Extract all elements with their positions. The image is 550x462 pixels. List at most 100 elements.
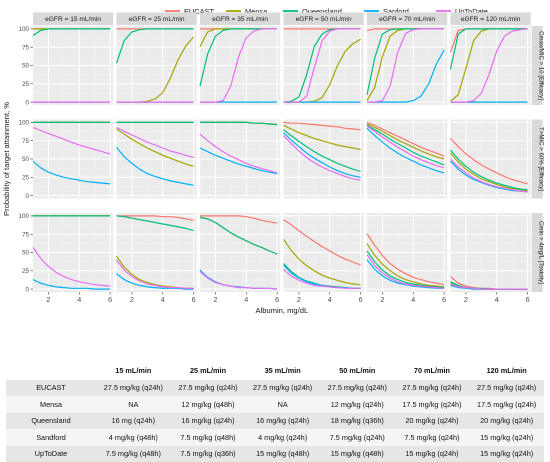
facet-label-column: eGFR = 70 mL/min bbox=[379, 16, 435, 23]
table-cell: 4 mg/kg (q48h) bbox=[96, 429, 171, 446]
table-cell: 27.5 mg/kg (q24h) bbox=[96, 379, 171, 396]
x-tick-label: 2 bbox=[130, 295, 134, 304]
table-cell: 7.5 mg/kg (q36h) bbox=[171, 446, 246, 462]
x-tick-label: 4 bbox=[244, 295, 248, 304]
facet-panel bbox=[117, 213, 197, 292]
table-header-cell: 70 mL/min bbox=[395, 362, 470, 379]
x-tick-label: 2 bbox=[380, 295, 384, 304]
facet-label-column: eGFR = 35 mL/min bbox=[212, 16, 268, 23]
facet-label-column: eGFR = 120 mL/min bbox=[461, 16, 521, 23]
x-tick-label: 2 bbox=[46, 295, 50, 304]
facet-panel bbox=[284, 120, 364, 199]
y-tick-label: 25 bbox=[22, 174, 29, 181]
table-cell: 18 mg/kg (q36h) bbox=[320, 413, 395, 430]
y-tick-label: 75 bbox=[22, 44, 29, 51]
x-tick-label: 4 bbox=[328, 295, 332, 304]
table-cell: 20 mg/kg (q24h) bbox=[469, 413, 544, 430]
table-cell: 7.5 mg/kg (q24h) bbox=[395, 429, 470, 446]
facet-label-column: eGFR = 15 mL/min bbox=[45, 16, 101, 23]
y-tick-label: 25 bbox=[22, 81, 29, 88]
table-cell: 16 mg/kg (q24h) bbox=[171, 413, 246, 430]
facet-label-row: Cmax/MIC > 10 [Efficacy] bbox=[538, 31, 545, 100]
x-tick-label: 2 bbox=[213, 295, 217, 304]
y-tick-label: 50 bbox=[22, 63, 29, 70]
table-header-row: 15 mL/min 25 mL/min 35 mL/min 50 mL/min … bbox=[6, 362, 544, 379]
table-row: Sandford 4 mg/kg (q48h) 7.5 mg/kg (q48h)… bbox=[6, 429, 544, 446]
table-header-cell: 15 mL/min bbox=[96, 362, 171, 379]
table-row: Mensa NA 12 mg/kg (q48h) NA 12 mg/kg (q2… bbox=[6, 396, 544, 413]
facet-panel bbox=[33, 26, 113, 105]
y-tick-label: 25 bbox=[22, 268, 29, 275]
table-cell: 15 mg/kg (q24h) bbox=[469, 429, 544, 446]
table-row-label: Queensland bbox=[6, 413, 96, 430]
table-cell: NA bbox=[96, 396, 171, 413]
x-tick-label: 4 bbox=[161, 295, 165, 304]
facet-panel bbox=[451, 120, 531, 199]
table-cell: 16 mg (q24h) bbox=[96, 413, 171, 430]
x-tick-label: 6 bbox=[192, 295, 196, 304]
facet-label-column: eGFR = 50 mL/min bbox=[296, 16, 352, 23]
table-cell: 27.5 mg/kg (q24h) bbox=[320, 379, 395, 396]
table-cell: 4 mg/kg (q24h) bbox=[245, 429, 320, 446]
x-tick-label: 6 bbox=[359, 295, 363, 304]
facet-panel bbox=[367, 26, 447, 105]
table-row-label: Mensa bbox=[6, 396, 96, 413]
x-tick-label: 4 bbox=[411, 295, 415, 304]
table-row-label: UpToDate bbox=[6, 446, 96, 462]
table-header-cell: 120 mL/min bbox=[469, 362, 544, 379]
x-tick-label: 4 bbox=[77, 295, 81, 304]
y-tick-label: 0 bbox=[26, 99, 30, 106]
facet-panel bbox=[367, 120, 447, 199]
table-cell: 27.5 mg/kg (q24h) bbox=[395, 379, 470, 396]
table-cell: 16 mg/kg (q24h) bbox=[245, 413, 320, 430]
dosing-table: 15 mL/min 25 mL/min 35 mL/min 50 mL/min … bbox=[6, 362, 544, 462]
y-tick-label: 100 bbox=[19, 120, 30, 127]
facet-panel bbox=[200, 213, 280, 292]
facet-panel bbox=[200, 26, 280, 105]
x-tick-label: 2 bbox=[464, 295, 468, 304]
x-tick-label: 6 bbox=[275, 295, 279, 304]
table-cell: 7.5 mg/kg (q48h) bbox=[171, 429, 246, 446]
table-cell: 12 mg/kg (q48h) bbox=[171, 396, 246, 413]
y-axis-title: Probability of target attainment, % bbox=[2, 102, 11, 216]
y-tick-label: 50 bbox=[22, 156, 29, 163]
facet-panel bbox=[284, 26, 364, 105]
table-cell: 17.5 mg/kg (q24h) bbox=[395, 396, 470, 413]
table-row-label: Sandford bbox=[6, 429, 96, 446]
table-header-cell: 35 mL/min bbox=[245, 362, 320, 379]
y-tick-label: 50 bbox=[22, 250, 29, 257]
table-cell: 27.5 mg/kg (q24h) bbox=[245, 379, 320, 396]
facet-panel bbox=[117, 120, 197, 199]
table-cell: 15 mg/kg (q48h) bbox=[320, 446, 395, 462]
facet-panel bbox=[117, 26, 197, 105]
y-tick-label: 0 bbox=[26, 286, 30, 293]
facet-panel bbox=[367, 213, 447, 292]
table-cell: 17.5 mg/kg (q24h) bbox=[469, 396, 544, 413]
x-tick-label: 6 bbox=[108, 295, 112, 304]
facet-label-row: Cmin > 4mg/L [Toxicity] bbox=[538, 221, 545, 284]
y-tick-label: 75 bbox=[22, 138, 29, 145]
table-cell: 7.5 mg/kg (q48h) bbox=[96, 446, 171, 462]
table-cell: NA bbox=[245, 396, 320, 413]
table-header-cell: 25 mL/min bbox=[171, 362, 246, 379]
x-tick-label: 2 bbox=[297, 295, 301, 304]
facet-panel bbox=[200, 120, 280, 199]
facet-label-column: eGFR = 25 mL/min bbox=[129, 16, 185, 23]
table-cell: 7.5 mg/kg (q24h) bbox=[320, 429, 395, 446]
table-cell: 15 mg/kg (q24h) bbox=[469, 446, 544, 462]
x-tick-label: 4 bbox=[495, 295, 499, 304]
facet-panel bbox=[33, 120, 113, 199]
facet-panel bbox=[284, 213, 364, 292]
facet-panel bbox=[33, 213, 113, 292]
facet-label-row: T>MIC > 60% [Efficacy] bbox=[538, 127, 545, 191]
y-tick-label: 75 bbox=[22, 231, 29, 238]
table-cell: 20 mg/kg (q24h) bbox=[395, 413, 470, 430]
facet-panel bbox=[451, 213, 531, 292]
y-tick-label: 0 bbox=[26, 193, 30, 200]
table-header-cell bbox=[6, 362, 96, 379]
x-axis-title: Albumin, mg/dL bbox=[255, 306, 308, 315]
y-tick-label: 100 bbox=[19, 26, 30, 33]
table-row: UpToDate 7.5 mg/kg (q48h) 7.5 mg/kg (q36… bbox=[6, 446, 544, 462]
